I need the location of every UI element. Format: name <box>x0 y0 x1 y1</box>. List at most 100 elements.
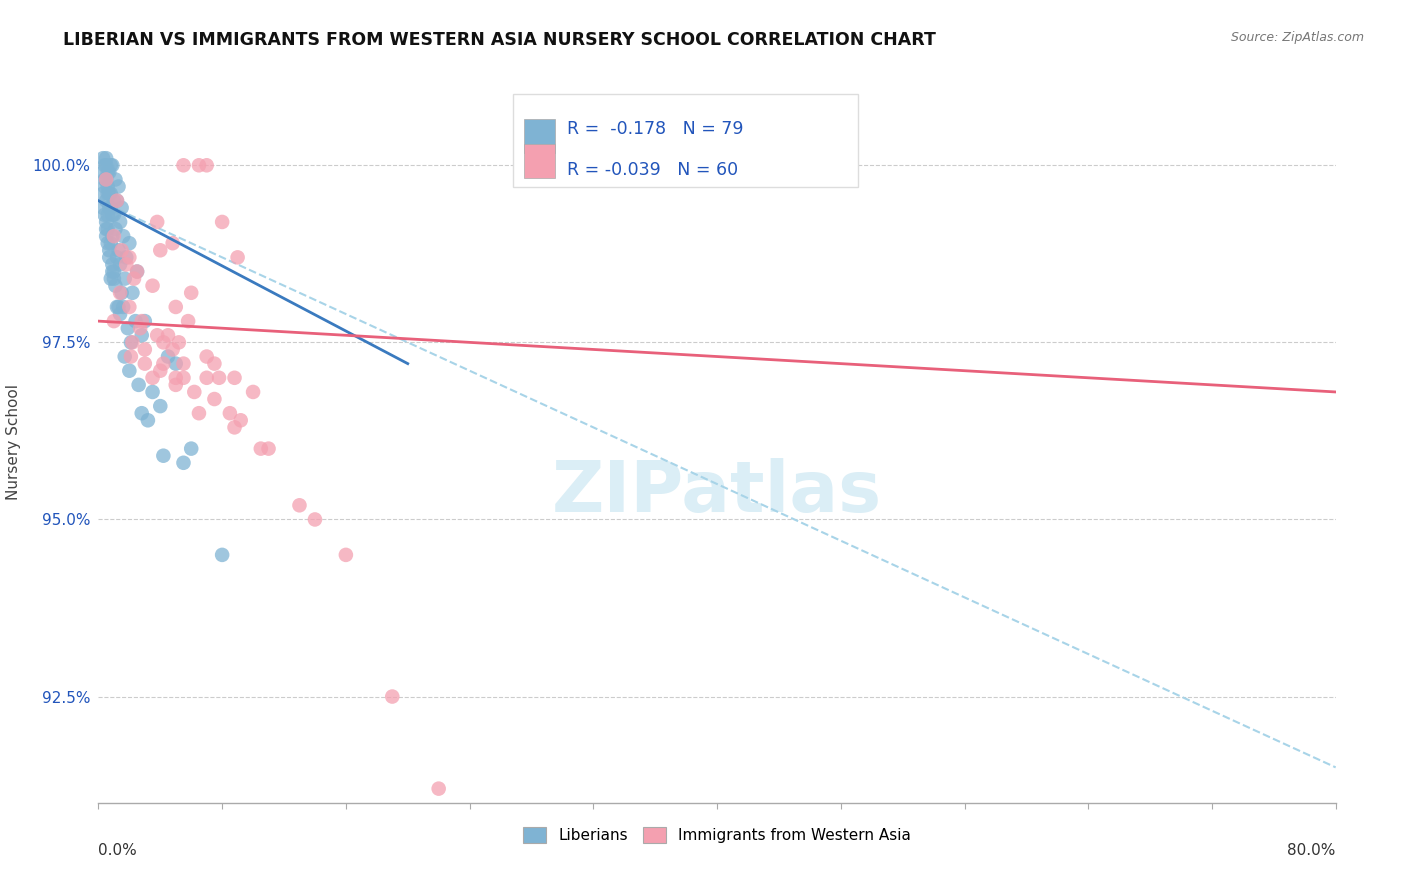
Point <box>118 300 141 314</box>
Point <box>101 208 124 222</box>
Point <box>177 314 200 328</box>
Point <box>183 384 205 399</box>
Point <box>188 406 211 420</box>
Point <box>157 350 180 364</box>
Point <box>229 413 252 427</box>
Point <box>146 215 169 229</box>
Point <box>172 158 194 172</box>
Point <box>250 442 273 456</box>
Y-axis label: Nursery School: Nursery School <box>6 384 21 500</box>
Point <box>141 278 165 293</box>
Point <box>96 194 118 208</box>
Text: Source: ZipAtlas.com: Source: ZipAtlas.com <box>1230 31 1364 45</box>
Point <box>195 350 218 364</box>
Point <box>91 186 114 201</box>
Point <box>100 236 122 251</box>
Point <box>111 201 132 215</box>
Point <box>121 285 143 300</box>
Point <box>219 406 242 420</box>
Point <box>162 236 184 251</box>
Point <box>115 257 138 271</box>
Point <box>97 208 120 222</box>
Point <box>152 449 174 463</box>
Point <box>195 371 218 385</box>
Point <box>172 371 194 385</box>
Point <box>104 278 127 293</box>
Point <box>204 392 226 406</box>
Point <box>103 264 125 278</box>
Point <box>114 271 136 285</box>
Point <box>141 384 165 399</box>
Point <box>129 321 152 335</box>
Text: LIBERIAN VS IMMIGRANTS FROM WESTERN ASIA NURSERY SCHOOL CORRELATION CHART: LIBERIAN VS IMMIGRANTS FROM WESTERN ASIA… <box>63 31 936 49</box>
Point <box>108 257 131 271</box>
Point <box>134 314 156 328</box>
Text: ZIPatlas: ZIPatlas <box>553 458 882 526</box>
Point <box>127 264 149 278</box>
Point <box>134 357 156 371</box>
Point <box>98 165 121 179</box>
Point <box>96 158 118 172</box>
Point <box>149 244 172 258</box>
Point <box>226 251 249 265</box>
Point <box>97 186 120 201</box>
Point <box>108 285 131 300</box>
Point <box>101 257 124 271</box>
Point <box>100 201 122 215</box>
Point <box>108 307 131 321</box>
Point <box>124 314 146 328</box>
Point <box>128 377 150 392</box>
Point <box>96 172 118 186</box>
Point <box>112 300 135 314</box>
Point <box>96 172 118 186</box>
Point <box>211 215 233 229</box>
Point <box>152 357 174 371</box>
Point <box>103 271 125 285</box>
Point <box>96 151 118 165</box>
Point <box>105 300 128 314</box>
Point <box>149 399 172 413</box>
Point <box>118 236 141 251</box>
Point <box>93 208 115 222</box>
Point <box>131 406 153 420</box>
Point <box>103 314 125 328</box>
Point <box>141 371 165 385</box>
Point <box>96 229 118 244</box>
Legend: Liberians, Immigrants from Western Asia: Liberians, Immigrants from Western Asia <box>517 822 917 849</box>
Point <box>224 371 246 385</box>
Point <box>98 244 121 258</box>
Point <box>180 285 202 300</box>
Point <box>103 208 125 222</box>
Point <box>97 222 120 236</box>
Point <box>188 158 211 172</box>
Point <box>97 165 120 179</box>
Point <box>131 328 153 343</box>
Point <box>127 264 149 278</box>
Point <box>97 236 120 251</box>
Point <box>96 215 118 229</box>
Point <box>162 343 184 357</box>
Point <box>122 271 145 285</box>
Point <box>381 690 404 704</box>
Point <box>204 357 226 371</box>
Point <box>211 548 233 562</box>
Point <box>195 158 218 172</box>
Point <box>101 229 124 244</box>
Text: R =  -0.178   N = 79: R = -0.178 N = 79 <box>567 120 744 138</box>
Point <box>107 300 129 314</box>
Point <box>288 498 311 512</box>
Point <box>242 384 264 399</box>
Point <box>107 244 129 258</box>
Point <box>134 343 156 357</box>
Point <box>91 201 114 215</box>
Point <box>165 300 187 314</box>
Point <box>427 781 450 796</box>
Point <box>118 251 141 265</box>
Point <box>93 172 115 186</box>
Text: 80.0%: 80.0% <box>1288 843 1336 857</box>
Point <box>91 151 114 165</box>
Point <box>111 244 132 258</box>
Point <box>98 186 121 201</box>
Point <box>131 314 153 328</box>
Point <box>111 285 132 300</box>
